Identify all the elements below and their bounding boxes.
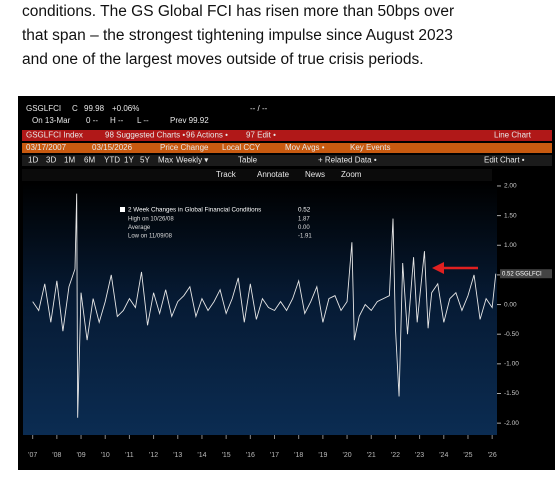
terminal-label: 96 Actions • [186, 131, 228, 140]
y-tick-label: -0.50 [504, 331, 519, 338]
terminal-label: Line Chart [494, 131, 532, 140]
x-tick-label: '11 [125, 452, 134, 459]
legend-swatch [120, 207, 125, 212]
x-tick-label: '10 [101, 452, 110, 459]
last-value-box [500, 269, 552, 279]
legend-row-label: High on 10/26/08 [128, 217, 174, 223]
paragraph-line: that span – the strongest tightening imp… [22, 27, 453, 44]
terminal-label: 1D [28, 156, 38, 165]
x-tick-label: '26 [488, 452, 497, 459]
terminal-label: 03/15/2026 [92, 143, 133, 152]
terminal-label: Key Events [350, 143, 390, 152]
menu-bar [22, 130, 552, 141]
y-tick-label: 1.00 [504, 242, 517, 249]
x-tick-label: '14 [197, 452, 206, 459]
x-tick-label: '19 [318, 452, 327, 459]
settings-bar [22, 143, 552, 153]
terminal-label: Edit Chart • [484, 156, 525, 165]
arrow-head [432, 262, 444, 274]
terminal-label: 1Y [124, 156, 134, 165]
y-tick-label: -1.00 [504, 361, 519, 368]
x-tick-label: '25 [463, 452, 472, 459]
terminal-label: Max [158, 156, 173, 165]
terminal-label: 98 Suggested Charts • [105, 131, 185, 140]
terminal-label: C [72, 104, 78, 113]
terminal-label: +0.06% [112, 104, 139, 113]
terminal-label: Price Change [160, 143, 209, 152]
line [32, 193, 497, 418]
toolbar-2 [22, 169, 492, 181]
y-tick-label: -1.50 [504, 390, 519, 397]
terminal-label: H -- [110, 116, 124, 125]
terminal-label: -- / -- [250, 104, 268, 113]
terminal-label: Mov Avgs • [285, 143, 325, 152]
x-tick-label: '17 [270, 452, 279, 459]
terminal-label: GSGLFCI Index [26, 131, 83, 140]
terminal-label: News [305, 170, 325, 179]
x-tick-label: '18 [294, 452, 303, 459]
terminal-label: Table [238, 156, 258, 165]
terminal-label: On 13-Mar [32, 116, 71, 125]
terminal-label: Track [216, 170, 237, 179]
x-tick-label: '22 [391, 452, 400, 459]
x-tick-label: '12 [149, 452, 158, 459]
x-tick-label: '16 [246, 452, 255, 459]
terminal-label: Prev 99.92 [170, 116, 209, 125]
terminal-label: 97 Edit • [246, 131, 276, 140]
x-tick-label: '15 [222, 452, 231, 459]
x-tick-label: '08 [52, 452, 61, 459]
terminal-label: 1M [64, 156, 75, 165]
y-tick-label: 1.50 [504, 212, 517, 219]
legend-row-label: Average [128, 225, 151, 231]
terminal-label: 6M [84, 156, 95, 165]
terminal-label: 5Y [140, 156, 150, 165]
legend-row-value: -1.91 [298, 234, 312, 240]
terminal-label: Weekly ▾ [176, 156, 208, 165]
paragraph-line: and one of the largest moves outside of … [22, 51, 424, 68]
terminal-label: Annotate [257, 170, 290, 179]
x-tick-label: '09 [76, 452, 85, 459]
terminal-label: GSGLFCI [26, 104, 61, 113]
legend-label: 2 Week Changes in Global Financial Condi… [128, 207, 261, 214]
y-tick-label: 0.00 [504, 301, 517, 308]
toolbar [22, 155, 552, 166]
terminal-label: 99.98 [84, 104, 105, 113]
y-tick-label: -2.00 [504, 420, 519, 427]
terminal-label: Local CCY [222, 143, 261, 152]
x-tick-label: '21 [367, 452, 376, 459]
x-tick-label: '20 [342, 452, 351, 459]
terminal-label: L -- [137, 116, 149, 125]
x-tick-label: '23 [415, 452, 424, 459]
paragraph-line: conditions. The GS Global FCI has risen … [22, 3, 454, 20]
y-tick-label: 2.00 [504, 183, 517, 190]
x-tick-label: '07 [28, 452, 37, 459]
x-tick-label: '13 [173, 452, 182, 459]
terminal-label: 03/17/2007 [26, 143, 67, 152]
legend-row-value: 0.00 [298, 225, 310, 231]
terminal-label: + Related Data • [318, 156, 377, 165]
legend-row-value: 1.87 [298, 217, 310, 223]
x-tick-label: '24 [439, 452, 448, 459]
last-value-label: 0.52 GSGLFCI [502, 271, 542, 277]
legend-value: 0.52 [298, 207, 311, 214]
terminal-label: YTD [104, 156, 120, 165]
terminal-label: Zoom [341, 170, 362, 179]
legend-row-label: Low on 11/09/08 [128, 234, 173, 240]
terminal-label: 0 -- [86, 116, 98, 125]
plot-area [23, 183, 497, 435]
terminal-label: 3D [46, 156, 56, 165]
